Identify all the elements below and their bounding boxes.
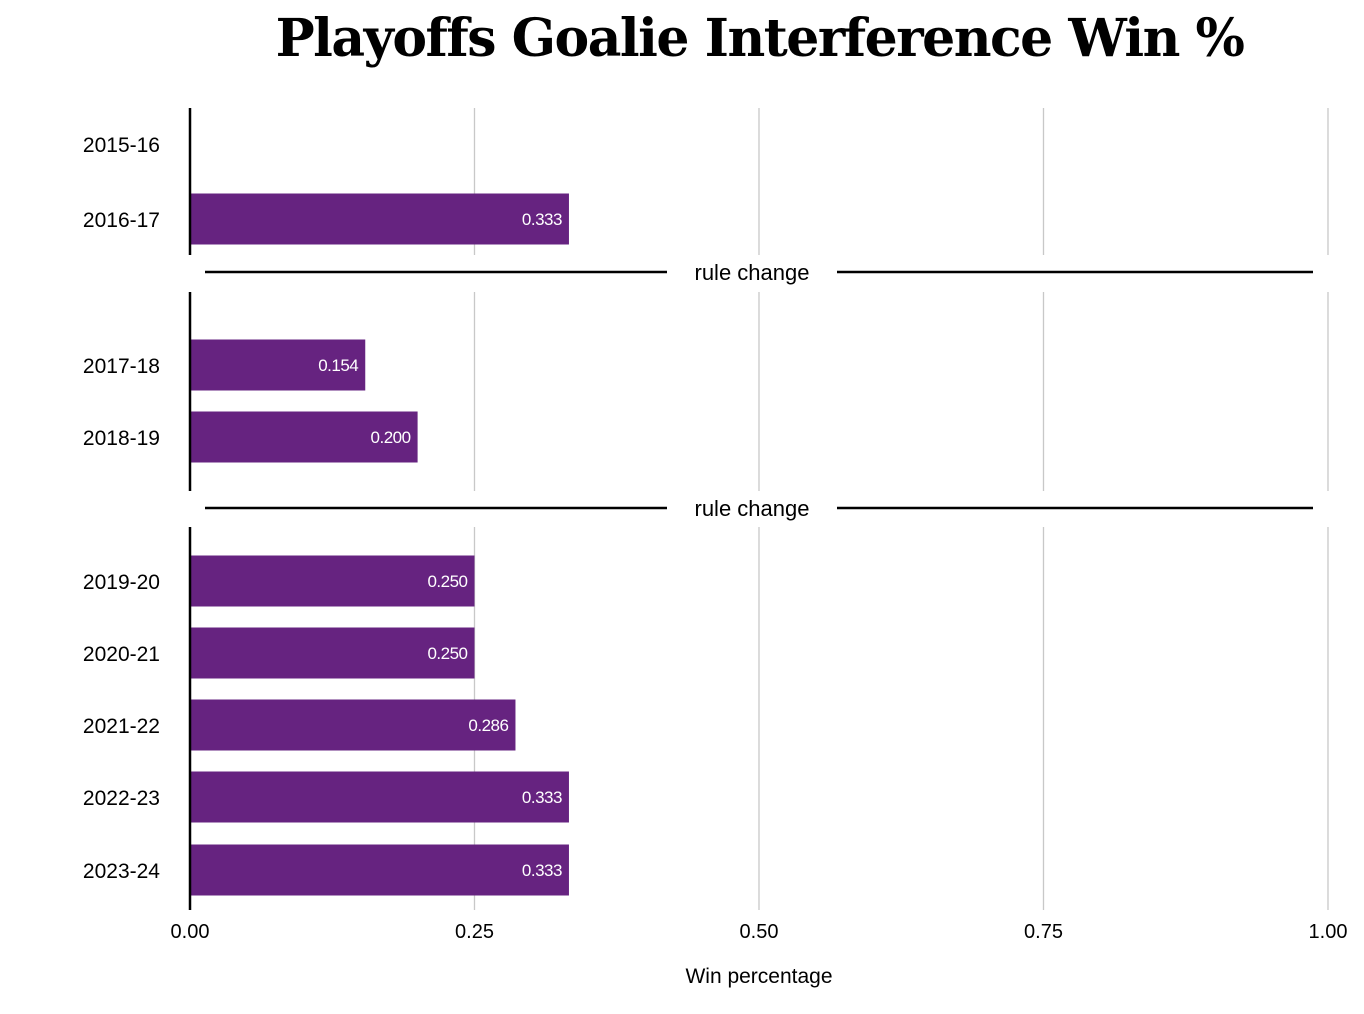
bar [190, 699, 516, 751]
x-tick-label: 0.75 [1024, 921, 1063, 943]
data-label: 0.333 [522, 210, 562, 229]
y-tick-label: 2018-19 [83, 427, 160, 450]
x-tick-label: 0.00 [171, 921, 210, 943]
bar [190, 844, 569, 896]
y-tick-label: 2020-21 [83, 643, 160, 666]
y-tick-label: 2015-16 [83, 134, 160, 157]
bar [190, 771, 569, 823]
bar [190, 627, 475, 679]
chart-title: Playoffs Goalie Interference Win % [275, 8, 1245, 69]
y-tick-label: 2017-18 [83, 355, 160, 378]
separator-label: rule change [695, 260, 810, 285]
y-tick-label: 2023-24 [83, 860, 160, 883]
data-label: 0.286 [468, 716, 508, 735]
data-label: 0.200 [371, 428, 411, 447]
x-axis-label: Win percentage [685, 965, 832, 988]
data-label: 0.250 [427, 572, 467, 591]
separator-label: rule change [695, 496, 810, 521]
y-tick-label: 2022-23 [83, 787, 160, 810]
data-label: 0.250 [427, 644, 467, 663]
data-label: 0.154 [318, 356, 358, 375]
x-tick-label: 0.25 [455, 921, 494, 943]
x-tick-label: 1.00 [1309, 921, 1348, 943]
bar [190, 339, 366, 391]
bar [190, 555, 475, 607]
bar [190, 411, 418, 463]
data-label: 0.333 [522, 861, 562, 880]
y-tick-label: 2019-20 [83, 571, 160, 594]
y-tick-label: 2021-22 [83, 715, 160, 738]
data-label: 0.333 [522, 788, 562, 807]
x-tick-label: 0.50 [740, 921, 779, 943]
y-tick-label: 2016-17 [83, 209, 160, 232]
bar [190, 193, 569, 245]
